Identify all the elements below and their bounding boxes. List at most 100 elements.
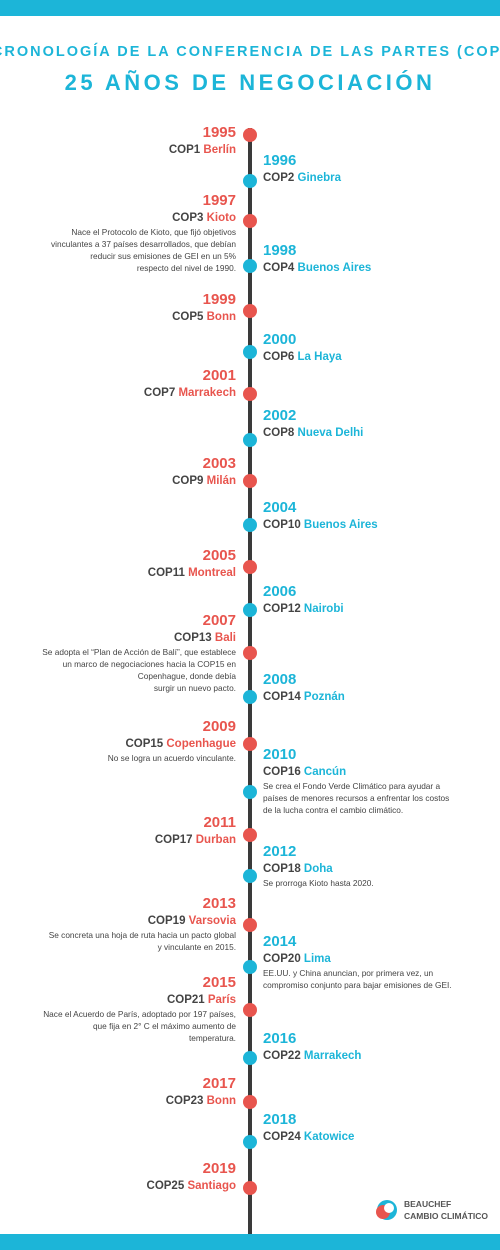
title: CRONOLOGÍA DE LA CONFERENCIA DE LAS PART… — [0, 43, 500, 60]
cop-number: COP7 — [144, 387, 175, 399]
event-year: 1995 — [203, 124, 236, 141]
event-label: COP21 París — [167, 994, 236, 1006]
cop-number: COP17 — [155, 834, 193, 846]
event-description: vinculantes a 37 países desarrollados, q… — [51, 239, 236, 249]
cop-city: Lima — [304, 953, 331, 965]
event-dot — [243, 433, 257, 447]
cop-city: Marrakech — [178, 387, 236, 399]
event-year: 2016 — [263, 1030, 296, 1047]
event-label: COP19 Varsovia — [148, 915, 237, 927]
event-description: respecto del nivel de 1990. — [137, 263, 236, 273]
event-label: COP4 Buenos Aires — [263, 262, 371, 274]
event-dot — [243, 603, 257, 617]
event-dot — [243, 1003, 257, 1017]
cop-city: Santiago — [187, 1180, 236, 1192]
event-year: 2006 — [263, 583, 296, 600]
cop-city: París — [208, 994, 236, 1006]
event-year: 2013 — [203, 895, 236, 912]
event-description: un marco de negociaciones hacia la COP15… — [63, 659, 237, 669]
event-description: y vinculante en 2015. — [158, 942, 236, 952]
event-dot — [243, 646, 257, 660]
cop-city: Nairobi — [304, 603, 344, 615]
event-year: 2011 — [203, 814, 236, 831]
event-description: que fija en 2° C el máximo aumento de — [93, 1021, 236, 1031]
cop-number: COP21 — [167, 994, 205, 1006]
cop-number: COP2 — [263, 172, 294, 184]
event-label: COP3 Kioto — [172, 212, 236, 224]
event-dot — [243, 474, 257, 488]
event-description: Nace el Acuerdo de París, adoptado por 1… — [43, 1009, 236, 1019]
event-label: COP9 Milán — [172, 475, 236, 487]
cop-number: COP16 — [263, 766, 301, 778]
event-dot — [243, 387, 257, 401]
event-year: 2012 — [263, 843, 296, 860]
event-year: 2014 — [263, 933, 297, 950]
cop-number: COP3 — [172, 212, 203, 224]
event-year: 2005 — [203, 547, 236, 564]
cop-number: COP18 — [263, 863, 301, 875]
event-year: 1999 — [203, 291, 236, 308]
bottom-bar — [0, 1234, 500, 1250]
cop-city: Durban — [196, 834, 236, 846]
logo-text: BEAUCHEF — [404, 1199, 451, 1209]
event-description: surgir un nuevo pacto. — [154, 683, 236, 693]
cop-number: COP1 — [169, 144, 201, 156]
event-year: 2000 — [263, 331, 296, 348]
logo-text: CAMBIO CLIMÁTICO — [404, 1211, 488, 1221]
cop-number: COP24 — [263, 1131, 301, 1143]
logo: BEAUCHEF CAMBIO CLIMÁTICO — [376, 1199, 488, 1221]
cop-number: COP9 — [172, 475, 203, 487]
cop-city: Cancún — [304, 766, 346, 778]
event-label: COP24 Katowice — [263, 1131, 354, 1143]
cop-city: Bonn — [207, 311, 236, 323]
event-dot — [243, 259, 257, 273]
event-dot — [243, 560, 257, 574]
event-label: COP22 Marrakech — [263, 1050, 361, 1062]
event-label: COP12 Nairobi — [263, 603, 344, 615]
event-year: 2010 — [263, 746, 296, 763]
event-dot — [243, 1051, 257, 1065]
event-description: reducir sus emisiones de GEI en un 5% — [90, 251, 236, 261]
event-dot — [243, 785, 257, 799]
cop-number: COP11 — [148, 567, 186, 579]
cop-city: Montreal — [188, 567, 236, 579]
event-label: COP16 Cancún — [263, 766, 346, 778]
event-label: COP2 Ginebra — [263, 172, 342, 184]
cop-city: La Haya — [298, 351, 343, 363]
event-dot — [243, 828, 257, 842]
event-year: 2004 — [263, 499, 297, 516]
event-label: COP8 Nueva Delhi — [263, 427, 363, 439]
event-description: EE.UU. y China anuncian, por primera vez… — [263, 968, 434, 978]
event-year: 2003 — [203, 455, 236, 472]
event-year: 2017 — [203, 1075, 236, 1092]
event-label: COP18 Doha — [263, 863, 333, 875]
event-dot — [243, 918, 257, 932]
event-year: 2002 — [263, 407, 296, 424]
cop-number: COP5 — [172, 311, 204, 323]
cop-city: Marrakech — [304, 1050, 362, 1062]
cop-number: COP20 — [263, 953, 301, 965]
event-label: COP14 Poznán — [263, 691, 345, 703]
cop-city: Bali — [215, 632, 236, 644]
event-year: 2019 — [203, 1160, 236, 1177]
event-year: 1998 — [263, 242, 296, 259]
event-label: COP23 Bonn — [166, 1095, 236, 1107]
event-description: Nace el Protocolo de Kioto, que fijó obj… — [71, 227, 236, 237]
event-label: COP20 Lima — [263, 953, 331, 965]
cop-city: Poznán — [304, 691, 345, 703]
event-label: COP10 Buenos Aires — [263, 519, 378, 531]
event-dot — [243, 737, 257, 751]
event-dot — [243, 214, 257, 228]
cop-city: Kioto — [207, 212, 236, 224]
event-dot — [243, 304, 257, 318]
event-label: COP17 Durban — [155, 834, 236, 846]
event-dot — [243, 345, 257, 359]
cop-city: Ginebra — [298, 172, 342, 184]
event-year: 1997 — [203, 192, 236, 209]
event-year: 2015 — [203, 974, 236, 991]
event-description: temperatura. — [189, 1033, 236, 1043]
subtitle: 25 AÑOS DE NEGOCIACIÓN — [65, 70, 436, 95]
cop-city: Varsovia — [189, 915, 237, 927]
event-label: COP13 Bali — [174, 632, 236, 644]
